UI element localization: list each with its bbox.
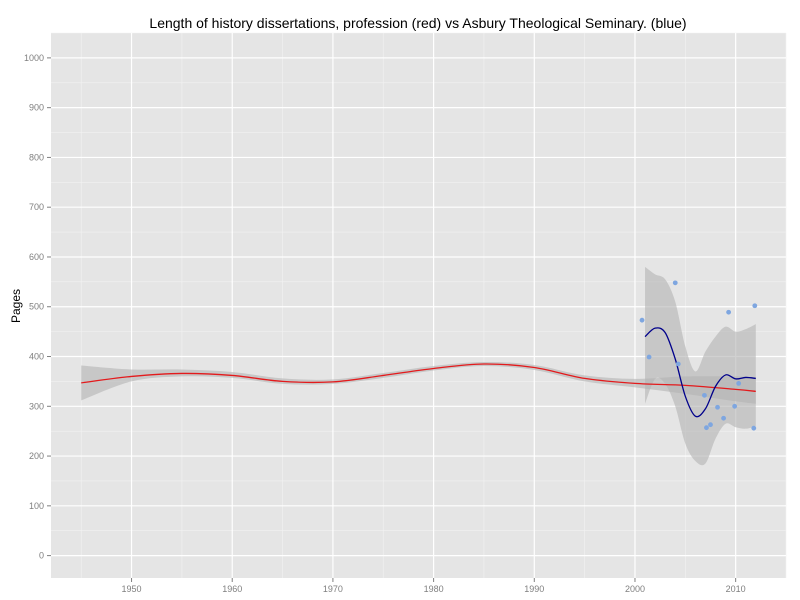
y-axis-title: Pages bbox=[9, 289, 23, 323]
smooth-lines bbox=[81, 327, 756, 418]
x-tick-label: 2010 bbox=[726, 584, 746, 594]
chart-title: Length of history dissertations, profess… bbox=[149, 15, 686, 31]
data-point bbox=[672, 280, 678, 286]
y-tick-label: 400 bbox=[29, 352, 44, 362]
data-point bbox=[715, 404, 720, 410]
data-point bbox=[752, 303, 758, 309]
y-tick-label: 200 bbox=[29, 451, 44, 461]
y-axis-ticks: 0 100 200 300 400 500 600 700 800 900 1000 bbox=[24, 53, 51, 561]
x-tick-label: 1980 bbox=[424, 584, 444, 594]
smooth-line-red bbox=[81, 363, 756, 393]
y-tick-label: 900 bbox=[29, 103, 44, 113]
x-tick-label: 1960 bbox=[222, 584, 242, 594]
y-tick-label: 500 bbox=[29, 302, 44, 312]
data-point bbox=[675, 361, 681, 367]
smooth-line-blue bbox=[644, 327, 756, 418]
x-tick-label: 1970 bbox=[323, 584, 343, 594]
y-tick-label: 700 bbox=[29, 202, 44, 212]
data-point bbox=[708, 422, 713, 428]
data-point bbox=[721, 415, 726, 421]
grid-major bbox=[51, 33, 786, 578]
data-point bbox=[736, 380, 742, 386]
data-point bbox=[751, 425, 757, 431]
data-point bbox=[732, 403, 738, 409]
grid-minor bbox=[51, 32, 787, 578]
x-tick-label: 1990 bbox=[524, 584, 544, 594]
data-points bbox=[639, 280, 758, 431]
x-tick-label: 1950 bbox=[122, 584, 142, 594]
y-tick-label: 600 bbox=[29, 252, 44, 262]
y-tick-label: 0 bbox=[39, 551, 44, 561]
data-point bbox=[646, 354, 652, 360]
data-point bbox=[702, 392, 707, 398]
y-tick-label: 300 bbox=[29, 401, 44, 411]
y-tick-label: 800 bbox=[29, 152, 44, 162]
y-tick-label: 100 bbox=[29, 501, 44, 511]
data-point bbox=[704, 425, 709, 431]
x-axis-ticks: 1950 1960 1970 1980 1990 2000 2010 bbox=[122, 578, 746, 594]
x-tick-label: 2000 bbox=[625, 584, 645, 594]
data-point bbox=[726, 309, 732, 315]
y-tick-label: 1000 bbox=[24, 53, 44, 63]
data-point bbox=[639, 317, 645, 323]
confidence-band-blue bbox=[645, 266, 756, 466]
